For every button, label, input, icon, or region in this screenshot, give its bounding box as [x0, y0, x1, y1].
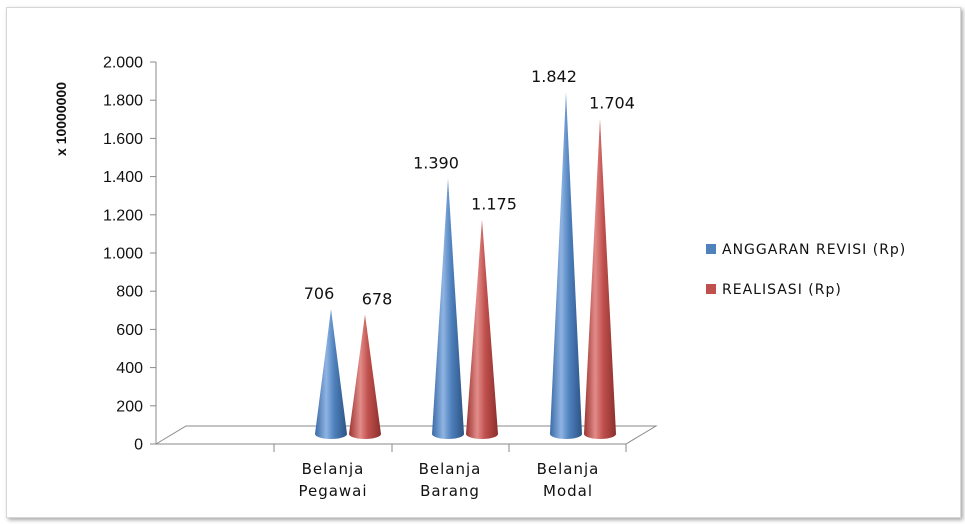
y-tick-labels: 0 200 400 600 800 1.000 1.200 1.400 1.600 1.800 2.…: [103, 55, 143, 454]
x-category-label: Barang: [420, 482, 480, 500]
cone-realisasi: [584, 118, 616, 439]
x-category-label: Belanja: [302, 460, 365, 478]
legend-label-anggaran: ANGGARAN REVISI (Rp): [722, 242, 906, 258]
y-tick-label: 800: [116, 284, 143, 301]
x-category-label: Pegawai: [298, 482, 367, 500]
y-tick-label: 1.200: [103, 207, 143, 224]
x-category-separators: [273, 444, 627, 452]
data-label-realisasi: 678: [362, 290, 393, 309]
data-labels: 706 678 1.390 1.175 1.842 1.704: [304, 67, 635, 308]
legend: ANGGARAN REVISI (Rp) REALISASI (Rp): [706, 242, 906, 298]
x-category-labels: Belanja Pegawai Belanja Barang Belanja Modal: [298, 460, 600, 500]
chart-floor: [154, 425, 658, 445]
cone-anggaran: [432, 178, 464, 439]
y-tick-label: 2.000: [103, 55, 143, 72]
x-category-label: Belanja: [419, 460, 482, 478]
legend-swatch-realisasi: [706, 284, 716, 294]
y-tick-marks: [150, 61, 156, 445]
data-label-anggaran: 1.842: [531, 67, 577, 86]
cone-series: [315, 92, 616, 439]
y-tick-label: 200: [116, 398, 143, 415]
y-tick-label: 1.000: [103, 246, 143, 263]
x-category-label: Modal: [543, 482, 593, 500]
legend-swatch-anggaran: [706, 244, 716, 254]
y-tick-label: 1.800: [103, 93, 143, 110]
y-tick-label: 0: [134, 437, 143, 454]
y-tick-label: 400: [116, 360, 143, 377]
cone-anggaran: [550, 92, 582, 439]
y-tick-label: 1.600: [103, 131, 143, 148]
data-label-anggaran: 706: [304, 284, 335, 303]
y-tick-label: 600: [116, 322, 143, 339]
x-category-label: Belanja: [537, 460, 600, 478]
cone-realisasi: [349, 314, 381, 439]
data-label-realisasi: 1.175: [471, 195, 517, 214]
data-label-anggaran: 1.390: [413, 154, 459, 173]
y-tick-label: 1.400: [103, 169, 143, 186]
cone-anggaran: [315, 309, 347, 439]
data-label-realisasi: 1.704: [589, 94, 635, 113]
y-axis-label: x 10000000: [53, 82, 69, 156]
legend-label-realisasi: REALISASI (Rp): [722, 282, 842, 298]
cone-realisasi: [466, 219, 498, 439]
